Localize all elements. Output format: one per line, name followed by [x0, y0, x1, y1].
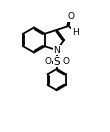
Text: O: O [67, 12, 74, 21]
Text: S: S [53, 57, 60, 67]
Text: N: N [53, 46, 60, 55]
Text: O: O [62, 57, 69, 66]
Text: H: H [72, 28, 79, 37]
Text: O: O [44, 57, 51, 66]
